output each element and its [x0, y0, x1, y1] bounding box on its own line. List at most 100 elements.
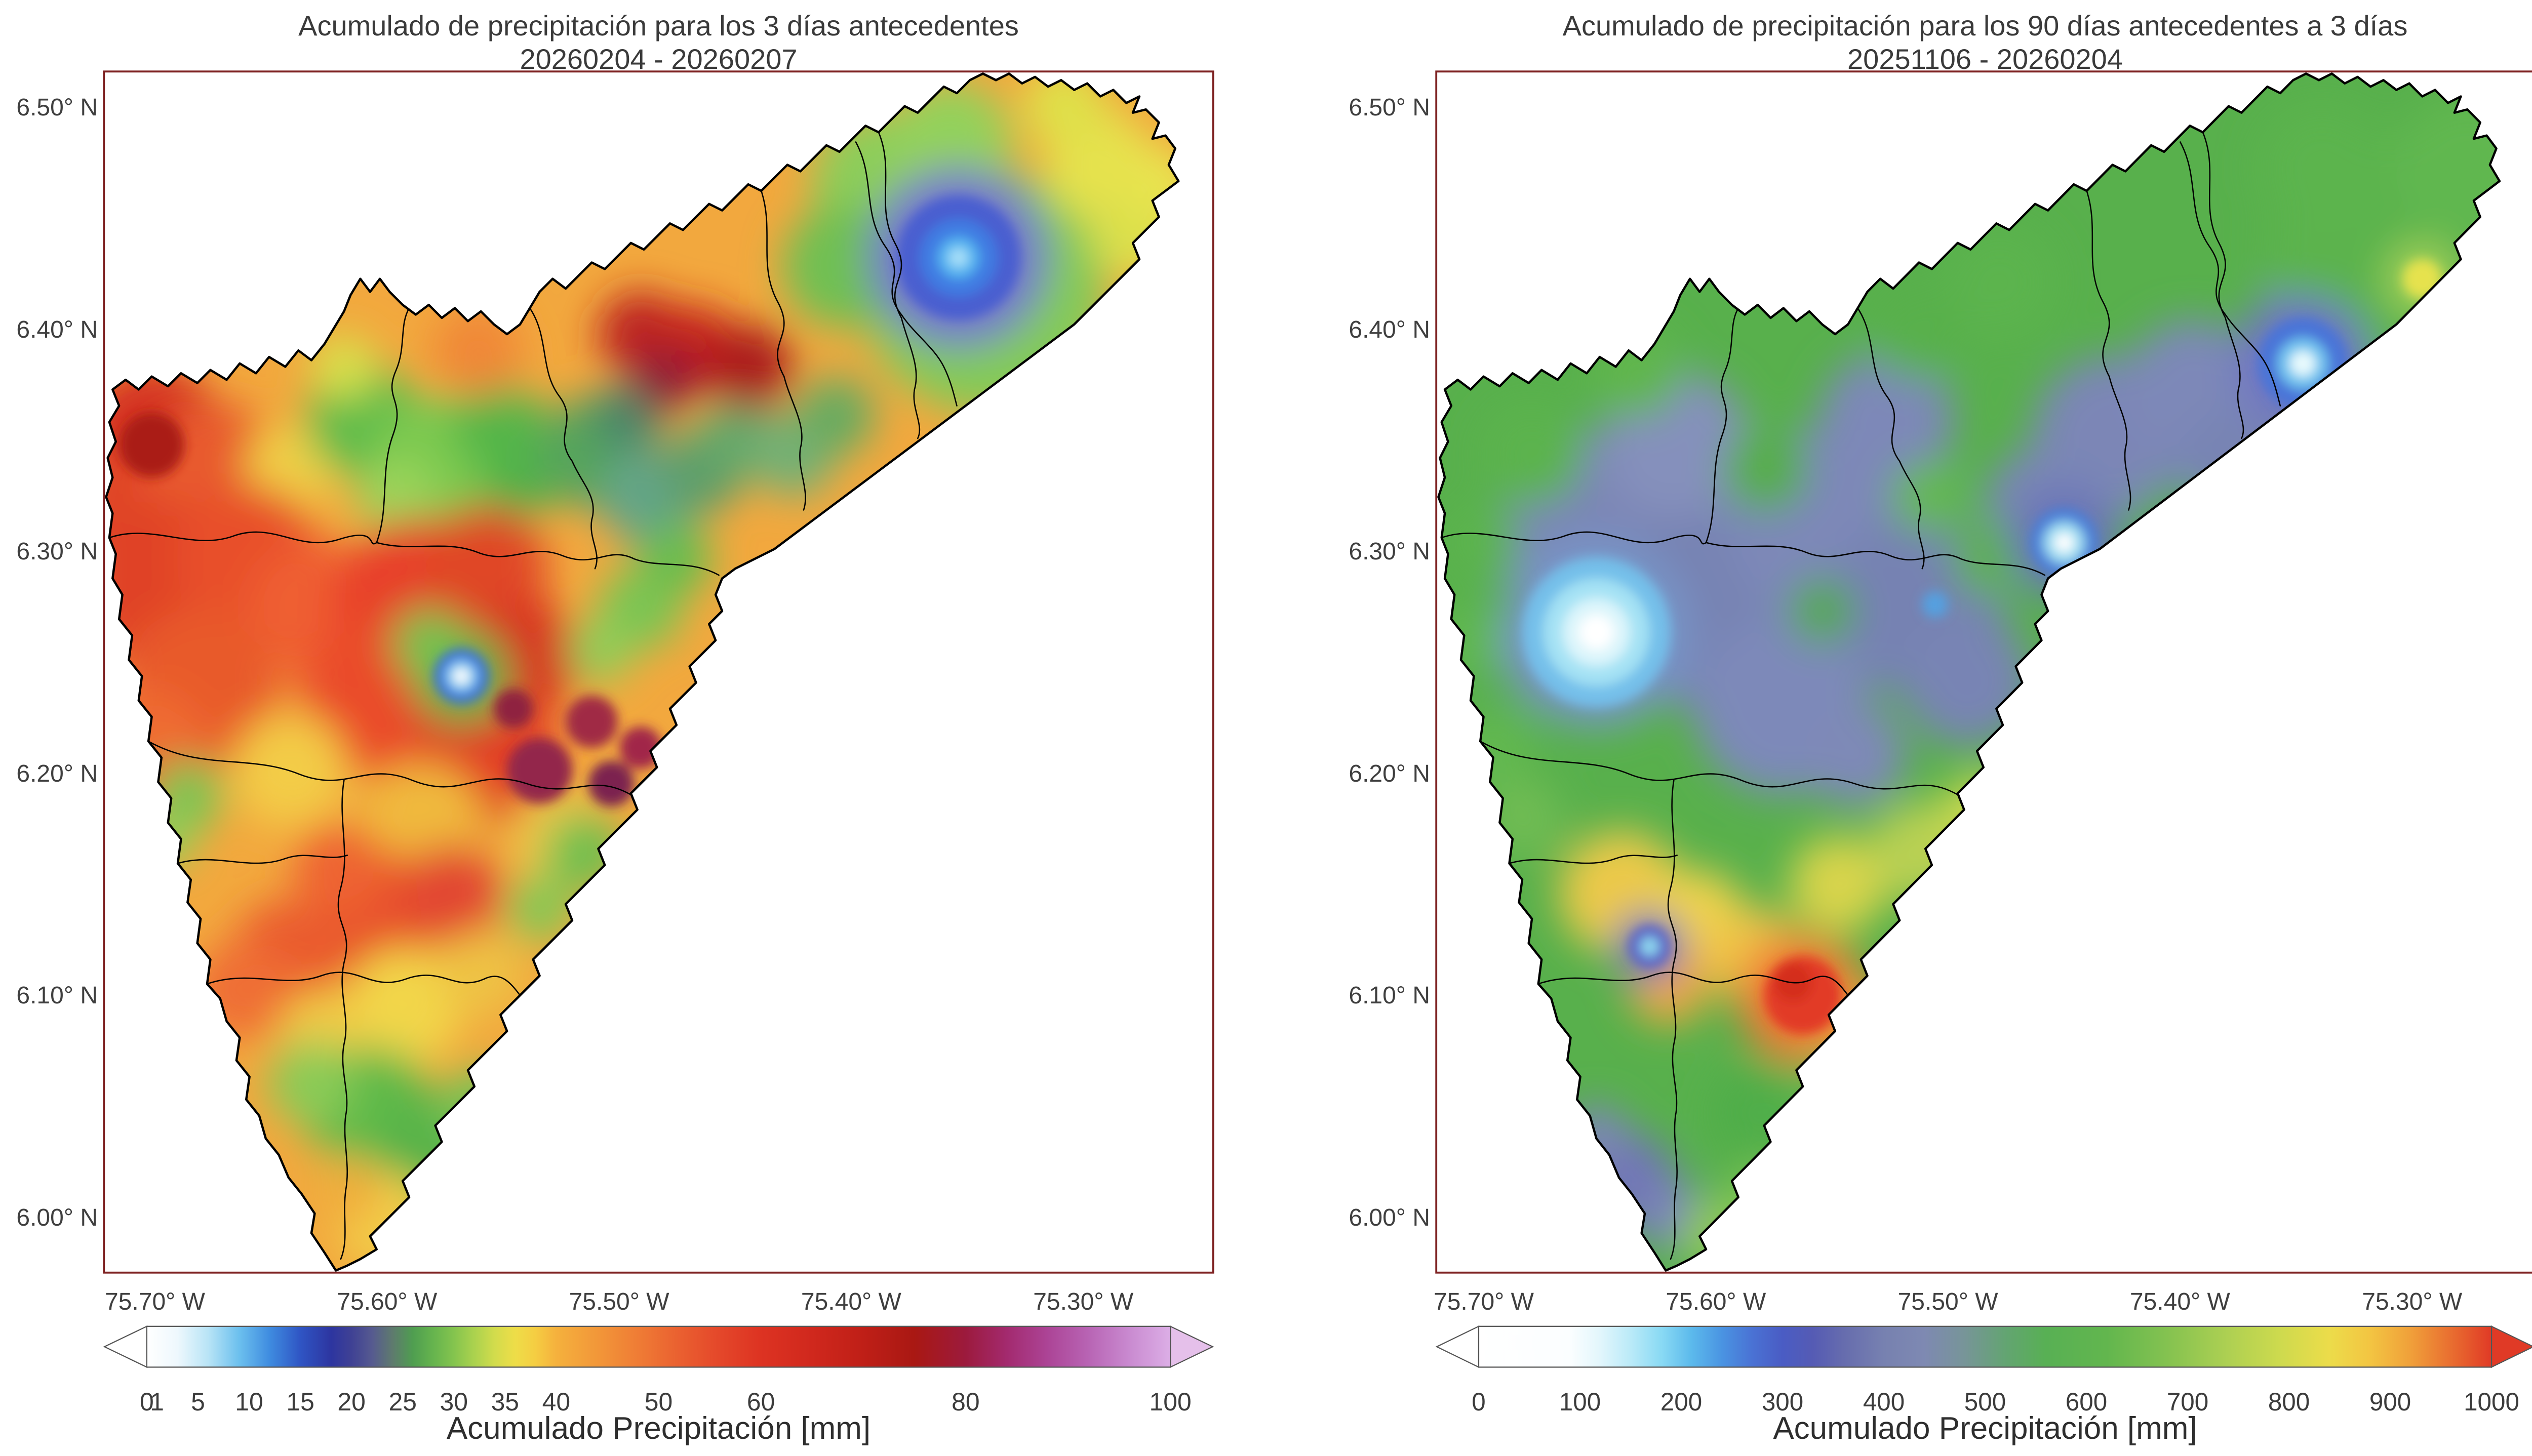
heat-blob [1724, 427, 1808, 512]
basin-region [106, 73, 1179, 1271]
heat-blob [2258, 103, 2387, 233]
heat-blob [619, 726, 662, 769]
heat-blob [1818, 352, 1955, 489]
colorbar-tick-label: 100 [1559, 1388, 1601, 1416]
heat-blob [1578, 614, 1614, 651]
colorbar-gradient-bar [1478, 1325, 2493, 1368]
heat-blob [396, 1210, 462, 1271]
municipal-boundary-line [108, 531, 377, 545]
region-outline [1437, 72, 2501, 1272]
colorbar-tick-label: 30 [440, 1388, 468, 1416]
heat-blob [2101, 746, 2118, 763]
heat-blob [311, 334, 377, 399]
heat-blob [1480, 400, 1584, 505]
lat-tick-label: 6.10° N [1349, 982, 1430, 1009]
municipal-boundary-line [1705, 542, 2046, 576]
heat-blob [1591, 326, 1682, 418]
colorbar-tick-label: 0 [140, 1388, 154, 1416]
heat-blob [1678, 1195, 1756, 1271]
lat-tick-label: 6.20° N [1349, 760, 1430, 787]
colorbar-left-arrow [103, 1325, 148, 1368]
heat-field-soft [1438, 95, 2500, 1271]
heat-blob [424, 505, 548, 629]
municipal-boundary-line [337, 780, 348, 1260]
heat-blob [357, 458, 436, 536]
colorbar-tick-label: 400 [1863, 1388, 1905, 1416]
municipal-boundary-line [2086, 190, 2131, 511]
colorbar-tick-label: 700 [2167, 1388, 2208, 1416]
colorbar-label: Acumulado Precipitación [mm] [446, 1411, 871, 1446]
heat-blob [2078, 575, 2095, 592]
heat-blob [453, 668, 470, 684]
lat-tick-label: 6.00° N [16, 1204, 98, 1231]
lon-tick-label: 75.50° W [569, 1288, 669, 1315]
heat-blob [1793, 1050, 1884, 1142]
colorbar-90-days: 0 100 200 300 400 500 600 700 800 900 1000 [1435, 1325, 2532, 1416]
heat-blob [1938, 774, 2029, 865]
heat-blob [2077, 721, 2142, 787]
municipal-boundaries [108, 131, 958, 1260]
basin-region [1438, 73, 2500, 1271]
heat-blob [151, 759, 224, 831]
lon-tick-label: 75.50° W [1897, 1288, 1998, 1315]
heat-blob [1733, 1161, 1798, 1227]
heat-blob [567, 617, 633, 683]
heat-blob [119, 412, 184, 478]
municipal-boundary-line [878, 131, 921, 439]
heat-blob [2070, 804, 2139, 873]
municipal-boundary-line [2202, 131, 2244, 439]
heat-blob [494, 689, 533, 729]
heat-blob [588, 760, 635, 806]
heat-blob [135, 810, 194, 869]
lon-tick-label: 75.40° W [2129, 1288, 2230, 1315]
heat-blob [1790, 578, 1855, 644]
heat-blob [507, 738, 572, 803]
lat-tick-label: 6.50° N [1349, 94, 1430, 121]
municipal-boundary-line [206, 972, 521, 996]
heat-blob [2080, 835, 2177, 934]
municipal-boundary-line [760, 190, 806, 511]
colorbar-gradient-bar [146, 1325, 1171, 1368]
panel-subtitle: 20251106 - 20260204 [1847, 43, 2123, 75]
heat-blob [1903, 616, 2032, 746]
colorbar-tick-label: 20 [337, 1388, 365, 1416]
heat-blob [453, 380, 545, 471]
heat-blob [2061, 705, 2158, 803]
heat-blob [709, 324, 794, 410]
heat-blob [797, 376, 876, 455]
heat-blob [1943, 225, 2056, 339]
lat-tick-label: 6.50° N [16, 94, 98, 121]
heat-blob [2086, 821, 2122, 857]
lat-tick-label: 6.40° N [16, 316, 98, 343]
colorbar-tick-label: 500 [1964, 1388, 2006, 1416]
heat-field-fine [119, 195, 1021, 806]
colorbar-tick-label: 60 [747, 1388, 775, 1416]
heat-blob [2054, 533, 2074, 553]
lon-tick-label: 75.60° W [337, 1288, 438, 1315]
municipal-boundaries [1441, 131, 2281, 1260]
colorbar-tick-label: 1 [150, 1388, 164, 1416]
heat-blob [2180, 407, 2303, 532]
lon-tick-label: 75.70° W [105, 1288, 205, 1315]
heat-blob [404, 843, 502, 942]
heat-blob [2135, 483, 2219, 569]
colorbar-tick-label: 600 [2066, 1388, 2107, 1416]
heat-blob [2091, 736, 2127, 773]
colorbar-tick-label: 100 [1149, 1388, 1191, 1416]
heat-blob [345, 948, 463, 1066]
heat-blob [439, 932, 524, 1017]
municipal-boundary-line [1857, 307, 1925, 570]
municipal-boundary-line [147, 740, 635, 797]
heat-blob [1441, 503, 1519, 582]
colorbar-right-arrow [2490, 1325, 2532, 1368]
colorbar-tick-label: 200 [1660, 1388, 1702, 1416]
municipal-boundary-line [1537, 972, 1849, 996]
municipal-boundary-line [376, 307, 410, 544]
colorbar-tick-label: 0 [1472, 1388, 1485, 1416]
heat-blob [2289, 350, 2316, 377]
colorbar-tick-label: 800 [2268, 1388, 2310, 1416]
colorbar-tick-label: 25 [388, 1388, 416, 1416]
heat-blob [566, 696, 618, 748]
heat-blob [2052, 787, 2156, 892]
lat-tick-label: 6.00° N [1349, 1204, 1430, 1231]
